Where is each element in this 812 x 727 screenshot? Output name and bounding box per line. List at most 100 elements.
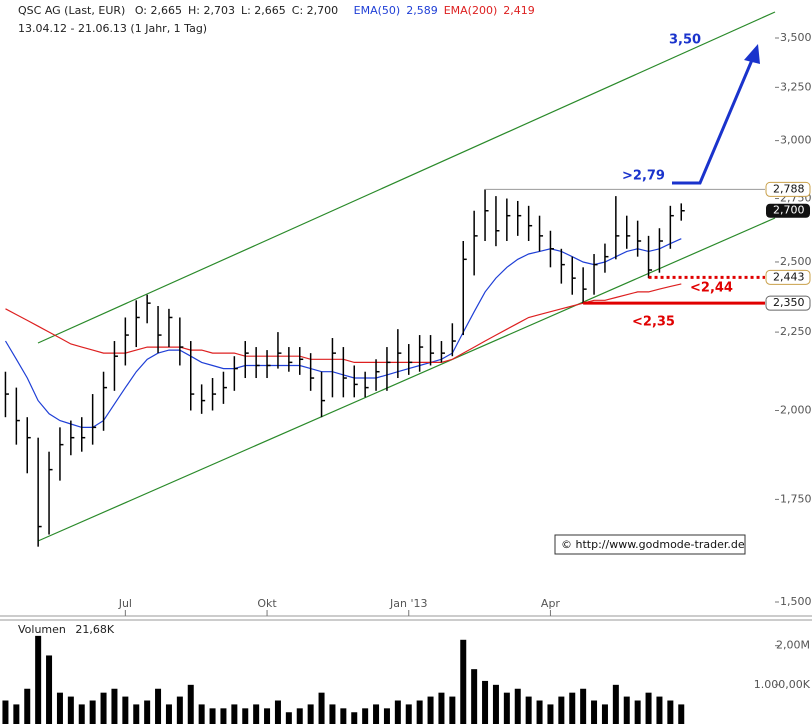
volume-bar	[612, 684, 619, 724]
volume-bar	[678, 704, 685, 724]
volume-name: Volumen	[18, 623, 66, 636]
volume-bar	[46, 655, 53, 724]
arrow	[672, 59, 754, 185]
volume-bar	[144, 700, 151, 724]
volume-bar	[383, 708, 390, 724]
x-tick-label: Jul	[118, 597, 132, 610]
x-tick-label: Okt	[257, 597, 277, 610]
trend-line	[37, 11, 776, 344]
ema-legend: EMA(50) 2,589 EMA(200) 2,419	[354, 4, 541, 17]
legend-value: 2,589	[406, 4, 438, 17]
legend-name: EMA(50)	[353, 4, 401, 17]
volume-bar	[307, 704, 314, 724]
volume-bar	[111, 688, 118, 724]
volume-bar	[242, 708, 249, 724]
volume-bar	[667, 700, 674, 724]
annotation: <2,44	[690, 281, 733, 296]
volume-last: 21,68K	[75, 623, 115, 636]
volume-bar	[405, 704, 412, 724]
volume-bar	[231, 704, 238, 724]
quote-item: O: 2,665	[134, 4, 182, 17]
volume-tick-label: 1.000,00K	[754, 678, 811, 691]
y-tick-label: 3,000	[780, 134, 812, 147]
volume-bar	[601, 704, 608, 724]
header: QSC AG (Last, EUR) O: 2,665 H: 2,703 L: 2,…	[18, 4, 547, 17]
level-box	[765, 269, 811, 285]
level-label: 2,788	[773, 182, 805, 195]
ema-line	[4, 238, 682, 428]
volume-bar	[100, 692, 107, 724]
legend-name: EMA(200)	[443, 4, 498, 17]
volume-bar	[2, 700, 9, 724]
volume-bar	[471, 669, 478, 724]
x-tick-label: Jan '13	[389, 597, 427, 610]
volume-bar	[122, 696, 129, 724]
volume-bar	[209, 708, 216, 724]
volume-bar	[536, 700, 543, 724]
volume-bar	[253, 704, 260, 724]
volume-bar	[24, 688, 31, 724]
volume-bar	[547, 704, 554, 724]
volume-bar	[634, 700, 641, 724]
last-label: 2,700	[773, 204, 805, 217]
volume-bar	[133, 704, 140, 724]
volume-bar	[78, 704, 85, 724]
volume-bar	[623, 696, 630, 724]
arrow-head	[744, 44, 760, 64]
annotation: 3,50	[669, 33, 701, 48]
last-box	[766, 203, 810, 218]
volume-bar	[492, 684, 499, 724]
volume-bar	[296, 708, 303, 724]
level-label: 2,443	[773, 270, 805, 283]
volume-bar	[285, 712, 292, 724]
volume-bar	[67, 696, 74, 724]
volume-bar	[580, 688, 587, 724]
legend-value: 2,419	[503, 4, 535, 17]
x-tick-label: Apr	[541, 597, 561, 610]
y-tick-label: 1,500	[780, 595, 812, 608]
volume-tick-label: 2,00M	[776, 639, 810, 652]
annotation: <2,35	[632, 315, 675, 330]
volume-bar	[362, 708, 369, 724]
level-label: 2,350	[773, 296, 805, 309]
volume-bar	[569, 692, 576, 724]
volume-bar	[503, 692, 510, 724]
volume-bar	[525, 696, 532, 724]
y-tick-label: 1,750	[780, 492, 812, 505]
y-tick-label: 2,000	[780, 404, 812, 417]
annotation: >2,79	[622, 169, 665, 184]
quote-item: C: 2,700	[291, 4, 339, 17]
y-tick-label: 2,500	[780, 255, 812, 268]
volume-bar	[645, 692, 652, 724]
quote-item: L: 2,665	[240, 4, 286, 17]
volume-bar	[264, 708, 271, 724]
volume-bar	[558, 696, 565, 724]
volume-bar	[329, 704, 336, 724]
period: 13.04.12 - 21.06.13 (1 Jahr, 1 Tag)	[18, 22, 208, 35]
volume-bar	[449, 696, 456, 724]
title: QSC AG (Last, EUR)	[18, 4, 126, 17]
volume-bar	[165, 704, 172, 724]
volume-bar	[416, 700, 423, 724]
volume-bar	[427, 696, 434, 724]
volume-bar	[394, 700, 401, 724]
volume-bar	[176, 696, 183, 724]
quote: O: 2,665 H: 2,703 L: 2,665 C: 2,700	[135, 4, 344, 17]
volume-bar	[198, 704, 205, 724]
y-tick-label: 3,500	[780, 31, 812, 44]
volume-bar	[220, 708, 227, 724]
level-box	[765, 295, 811, 311]
volume-bar	[274, 700, 281, 724]
trend-line	[37, 217, 776, 542]
volume-bar	[656, 696, 663, 724]
copyright: © http://www.godmode-trader.de	[561, 538, 745, 551]
volume-bar	[35, 635, 42, 724]
volume-bar	[591, 700, 598, 724]
volume-bar	[340, 708, 347, 724]
volume-bar	[514, 688, 521, 724]
volume-bar	[13, 704, 20, 724]
y-tick-label: 2,250	[780, 325, 812, 338]
volume-bar	[318, 692, 325, 724]
